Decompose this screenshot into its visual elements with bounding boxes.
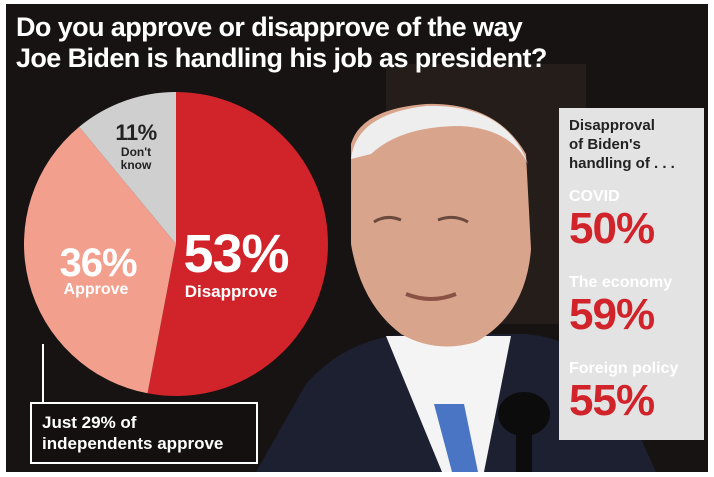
metric-label: Foreign policy: [569, 360, 679, 377]
disapproval-issues-panel: Disapproval of Biden's handling of . . .…: [559, 108, 704, 440]
pie-slice-disapprove: [147, 92, 328, 396]
callout-line-1: Just 29% of: [42, 413, 137, 432]
callout-line-2: independents approve: [42, 434, 224, 453]
chart-title: Do you approve or disapprove of the way …: [16, 12, 547, 74]
metric-label: The economy: [569, 274, 673, 291]
panel-heading: Disapproval of Biden's handling of . . .: [569, 116, 699, 173]
metric-value: 59%: [569, 290, 655, 339]
approve-percent: 36%: [59, 241, 136, 285]
approve-label: Approve: [64, 281, 129, 298]
panel-heading-line-2: of Biden's: [569, 136, 641, 153]
panel-heading-line-3: handling of . . .: [569, 155, 675, 172]
pie-slice-approve: [23, 126, 177, 394]
metric-label: COVID: [569, 188, 620, 205]
disapprove-percent: 53%: [183, 224, 288, 284]
panel-heading-line-1: Disapproval: [569, 117, 655, 134]
metric-covid: COVID 50%: [569, 188, 704, 252]
dont-know-label-line-2: know: [121, 158, 152, 172]
metric-economy: The economy 59%: [569, 274, 704, 338]
dont-know-label-line-1: Don't: [121, 145, 151, 159]
pie-slice-don-t-know: [79, 92, 176, 244]
callout-leader-line: [42, 344, 44, 402]
dont-know-percent: 11%: [115, 120, 156, 145]
infographic: Do you approve or disapprove of the way …: [6, 4, 708, 472]
approval-pie-chart: 53% Disapprove 36% Approve 11% Don't kno…: [23, 92, 328, 396]
title-line-1: Do you approve or disapprove of the way: [16, 12, 523, 42]
metric-foreign-policy: Foreign policy 55%: [569, 360, 704, 424]
independents-callout: Just 29% of independents approve: [30, 402, 258, 464]
pie-slices: [23, 92, 328, 396]
metric-value: 55%: [569, 376, 655, 425]
title-line-2: Joe Biden is handling his job as preside…: [16, 43, 547, 73]
metric-value: 50%: [569, 204, 655, 253]
disapprove-label: Disapprove: [185, 282, 278, 301]
